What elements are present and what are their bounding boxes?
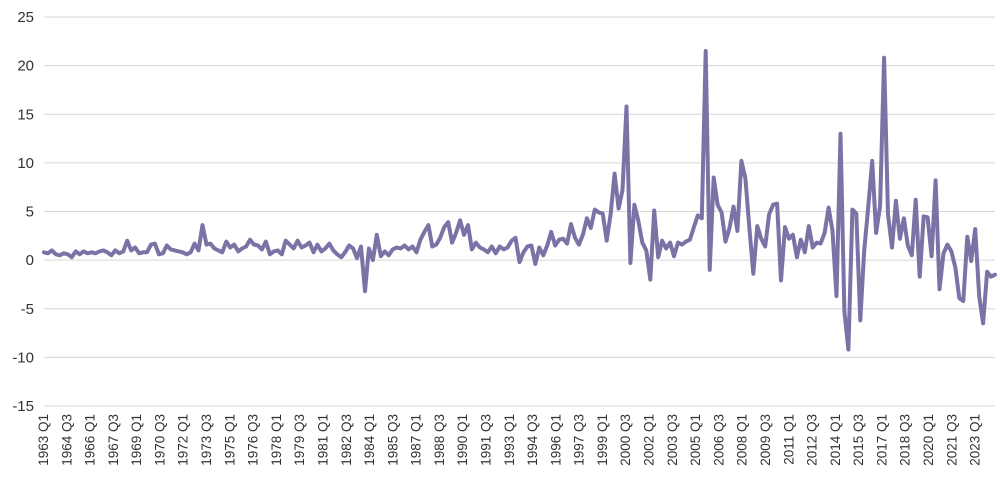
x-tick-label: 1973 Q3 bbox=[199, 414, 214, 466]
x-tick-label: 1969 Q1 bbox=[129, 414, 144, 466]
y-tick-label: 20 bbox=[17, 58, 34, 75]
x-tick-label: 1966 Q1 bbox=[83, 414, 98, 466]
x-tick-label: 1976 Q3 bbox=[246, 414, 261, 466]
x-tick-label: 1993 Q1 bbox=[502, 414, 517, 466]
x-tick-label: 1997 Q3 bbox=[572, 414, 587, 466]
series-line bbox=[42, 49, 997, 352]
x-tick-label: 1963 Q1 bbox=[36, 414, 51, 466]
x-tick-label: 1970 Q3 bbox=[152, 414, 167, 466]
x-tick-label: 2002 Q1 bbox=[642, 414, 657, 466]
x-tick-label: 1985 Q3 bbox=[385, 414, 400, 466]
x-tick-label: 2009 Q3 bbox=[758, 414, 773, 466]
y-tick-label: -5 bbox=[21, 301, 34, 318]
x-tick-label: 1979 Q3 bbox=[292, 414, 307, 466]
x-tick-label: 1988 Q3 bbox=[432, 414, 447, 466]
x-tick-label: 2005 Q1 bbox=[688, 414, 703, 466]
x-tick-label: 2008 Q1 bbox=[735, 414, 750, 466]
x-tick-label: 2014 Q1 bbox=[828, 414, 843, 466]
x-tick-label: 2018 Q3 bbox=[898, 414, 913, 466]
x-tick-label: 1978 Q1 bbox=[269, 414, 284, 466]
x-axis-tick-labels: 1963 Q1 1964 Q3 1966 Q1 1967 Q3 1969 Q1 1970 … bbox=[36, 414, 983, 466]
x-tick-label: 1981 Q1 bbox=[315, 414, 330, 466]
x-tick-label: 2006 Q3 bbox=[711, 414, 726, 466]
x-tick-label: 1975 Q1 bbox=[222, 414, 237, 466]
x-tick-label: 2017 Q1 bbox=[874, 414, 889, 466]
x-tick-label: 1990 Q1 bbox=[455, 414, 470, 466]
y-axis-tick-labels: 25 20 15 10 5 0 -5 -10 -15 bbox=[12, 9, 34, 415]
x-tick-label: 1984 Q1 bbox=[362, 414, 377, 466]
y-tick-label: 15 bbox=[17, 106, 34, 123]
x-tick-label: 1991 Q3 bbox=[479, 414, 494, 466]
y-tick-label: -10 bbox=[12, 349, 34, 366]
x-tick-label: 2021 Q3 bbox=[944, 414, 959, 466]
y-tick-label: 10 bbox=[17, 155, 34, 172]
x-tick-label: 2020 Q1 bbox=[921, 414, 936, 466]
y-tick-label: -15 bbox=[12, 398, 34, 415]
y-tick-label: 0 bbox=[26, 252, 34, 269]
series-group bbox=[42, 49, 997, 352]
x-tick-label: 1999 Q1 bbox=[595, 414, 610, 466]
x-tick-label: 2012 Q3 bbox=[805, 414, 820, 466]
x-tick-label: 2011 Q1 bbox=[781, 414, 796, 465]
y-tick-label: 25 bbox=[17, 9, 34, 26]
x-tick-label: 2003 Q3 bbox=[665, 414, 680, 466]
x-tick-label: 2000 Q3 bbox=[618, 414, 633, 466]
x-tick-label: 1996 Q1 bbox=[548, 414, 563, 466]
x-tick-label: 1972 Q1 bbox=[176, 414, 191, 466]
x-tick-label: 2015 Q3 bbox=[851, 414, 866, 466]
x-tick-label: 1967 Q3 bbox=[106, 414, 121, 466]
x-tick-label: 1982 Q3 bbox=[339, 414, 354, 466]
x-tick-label: 2023 Q1 bbox=[968, 414, 983, 466]
y-tick-label: 5 bbox=[26, 204, 34, 221]
x-tick-label: 1987 Q1 bbox=[409, 414, 424, 466]
x-tick-label: 1994 Q3 bbox=[525, 414, 540, 466]
x-tick-label: 1964 Q3 bbox=[59, 414, 74, 466]
